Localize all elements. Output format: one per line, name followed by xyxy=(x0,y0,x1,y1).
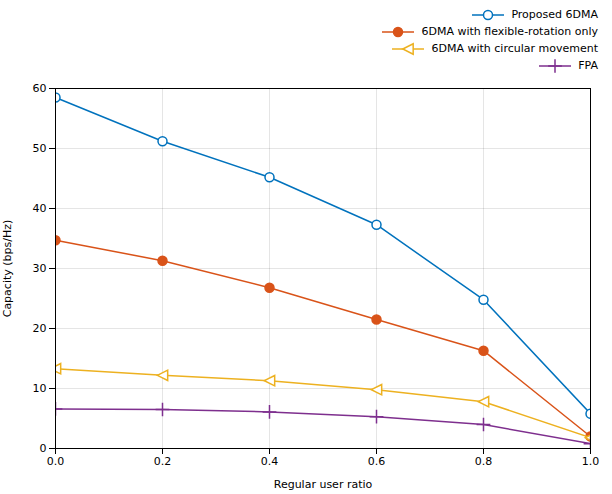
svg-text:60: 60 xyxy=(33,82,47,95)
svg-text:0.8: 0.8 xyxy=(475,455,493,468)
html-text:6DMA with flexible-rotation on: 6DMA with flexible-rotation only xyxy=(421,25,598,38)
html-text:6DMA with circular movement: 6DMA with circular movement xyxy=(431,42,598,55)
svg-text:10: 10 xyxy=(33,382,47,395)
svg-text:0.0: 0.0 xyxy=(47,455,65,468)
svg-text:Regular user ratio: Regular user ratio xyxy=(274,478,373,491)
html-text:FPA: FPA xyxy=(578,59,598,72)
svg-text:30: 30 xyxy=(33,262,47,275)
svg-text:0.6: 0.6 xyxy=(368,455,386,468)
svg-text:1.0: 1.0 xyxy=(582,455,600,468)
svg-text:0.2: 0.2 xyxy=(154,455,172,468)
svg-text:0: 0 xyxy=(40,442,47,455)
svg-text:20: 20 xyxy=(33,322,47,335)
html-text:Proposed 6DMA: Proposed 6DMA xyxy=(511,8,598,21)
svg-text:50: 50 xyxy=(33,142,47,155)
svg-text:40: 40 xyxy=(33,202,47,215)
svg-text:0.4: 0.4 xyxy=(261,455,279,468)
svg-text:Capacity (bps/Hz): Capacity (bps/Hz) xyxy=(1,220,14,318)
